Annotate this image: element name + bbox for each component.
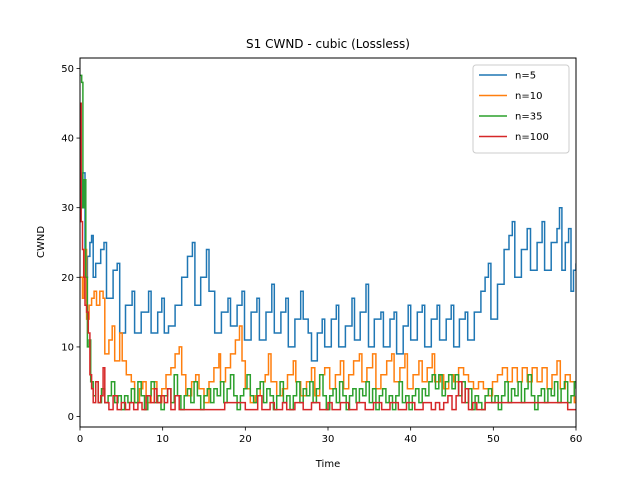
legend-label: n=35 — [515, 112, 542, 123]
y-tick-label: 50 — [61, 64, 74, 75]
chart-title: S1 CWND - cubic (Lossless) — [246, 37, 410, 51]
x-tick-label: 20 — [239, 434, 252, 445]
y-axis: 0 10 20 30 40 50 — [61, 64, 80, 423]
series-line-n-100 — [80, 102, 576, 411]
y-tick-label: 10 — [61, 342, 74, 353]
legend: n=5 n=10 n=35 n=100 — [472, 64, 570, 154]
legend-label: n=10 — [515, 91, 542, 102]
y-tick-label: 30 — [61, 203, 74, 214]
x-tick-label: 30 — [322, 434, 335, 445]
x-axis: 0 10 20 30 40 50 60 — [77, 427, 583, 445]
x-tick-label: 40 — [404, 434, 417, 445]
legend-label: n=5 — [515, 71, 536, 82]
legend-label: n=100 — [515, 132, 549, 143]
x-tick-label: 50 — [487, 434, 500, 445]
y-tick-label: 0 — [68, 412, 74, 423]
y-tick-label: 20 — [61, 273, 74, 284]
x-tick-label: 0 — [77, 434, 83, 445]
series-layer — [80, 74, 576, 411]
y-axis-label: CWND — [36, 226, 47, 258]
series-line-n-5 — [80, 172, 576, 362]
x-tick-label: 10 — [156, 434, 169, 445]
y-tick-label: 40 — [61, 134, 74, 145]
legend-box — [472, 64, 570, 154]
x-tick-label: 60 — [570, 434, 583, 445]
x-axis-label: Time — [315, 459, 340, 470]
